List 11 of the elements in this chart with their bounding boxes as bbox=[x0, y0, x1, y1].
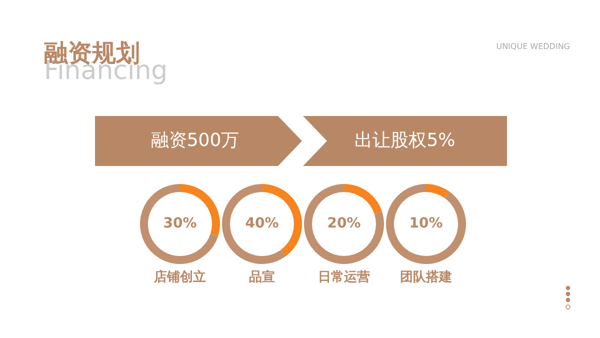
text: 店铺创立 bbox=[153, 268, 207, 286]
text: 出让股权5% bbox=[354, 129, 456, 152]
text: UNIQUE WEDDING bbox=[496, 42, 570, 51]
data-label: 20% bbox=[327, 216, 361, 232]
data-label: 40% bbox=[245, 216, 279, 232]
text: 品宣 bbox=[249, 270, 275, 285]
text: 日常运营 bbox=[318, 270, 370, 285]
data-label: 10% bbox=[409, 216, 443, 232]
text: 融资500万 bbox=[150, 129, 240, 152]
text: 团队搭建 bbox=[400, 270, 452, 285]
data-label: 30% bbox=[163, 216, 197, 232]
